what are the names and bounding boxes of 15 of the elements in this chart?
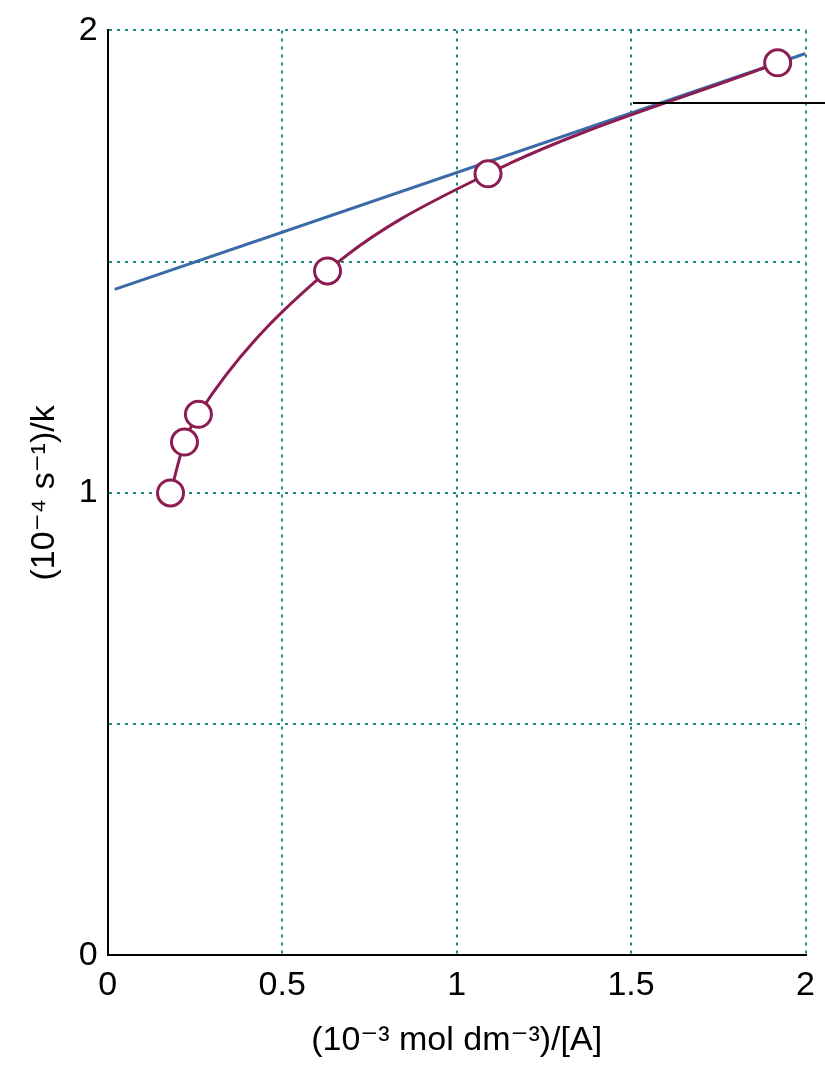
point [183,399,213,429]
point [473,159,503,189]
x-tick-label: 1 [447,964,467,1003]
point [763,48,793,78]
point [313,256,343,286]
point [156,478,186,508]
y-tick-label: 0 [78,933,98,972]
y-tick-label: 1 [78,471,98,510]
x-tick-label: 2 [796,964,816,1003]
x-tick-label: 0.5 [258,964,306,1003]
point [169,427,199,457]
y-axis-title: (10⁻⁴ s⁻¹)/k [22,404,61,581]
x-axis-title: (10⁻³ mol dm⁻³)/[A] [311,1018,603,1057]
y-tick-label: 2 [78,8,98,47]
x-tick-label: 1.5 [607,964,655,1003]
